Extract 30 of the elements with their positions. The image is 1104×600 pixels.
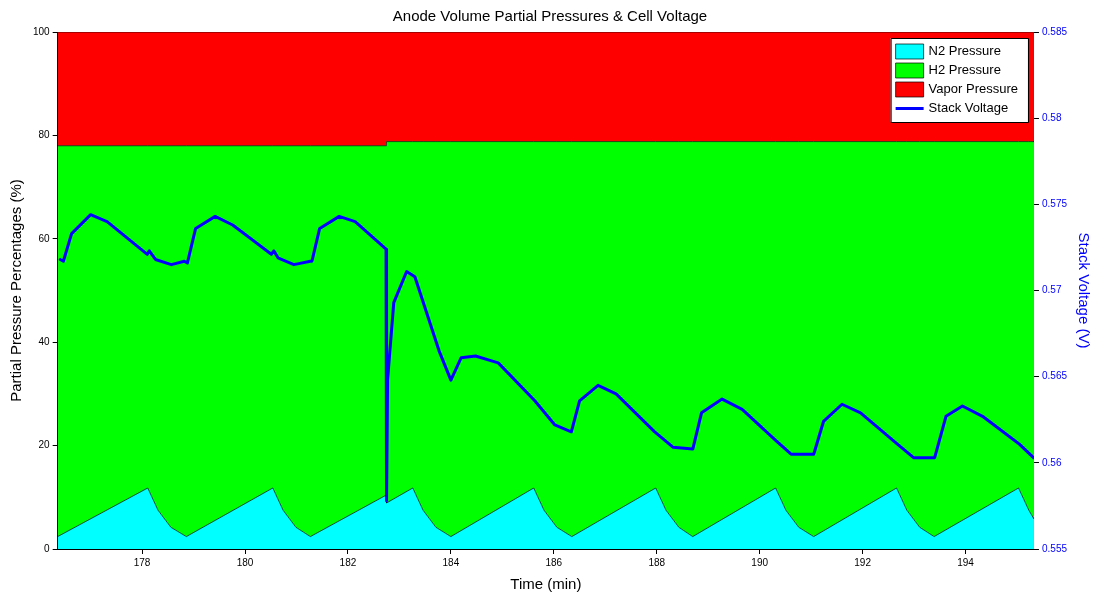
- y2-tick-label: 0.585: [1041, 25, 1068, 37]
- x-tick-label: 190: [751, 556, 769, 568]
- y-tick-label: 80: [38, 129, 51, 141]
- x-tick-label: 182: [339, 556, 357, 568]
- y-axis-title: Partial Pressure Percentages (%): [7, 179, 25, 402]
- y-tick-label: 100: [33, 25, 51, 37]
- x-tick-label: 188: [648, 556, 666, 568]
- chart-title: Anode Volume Partial Pressures & Cell Voltage: [392, 7, 708, 25]
- y-tick-label: 40: [38, 335, 51, 347]
- legend-label: Stack Voltage: [928, 100, 1009, 116]
- y-tick-label: 20: [38, 439, 51, 451]
- y2-tick-label: 0.555: [1041, 542, 1068, 554]
- x-tick-label: 180: [236, 556, 254, 568]
- series-label: Vapor Pressure: [928, 81, 1018, 97]
- legend-label: N2 Pressure: [928, 43, 1001, 59]
- legend-label: H2 Pressure: [928, 62, 1001, 78]
- y2-axis-title: Stack Voltage (V): [1075, 232, 1093, 349]
- x-axis-title: Time (min): [510, 575, 582, 593]
- y2-tick-label: 0.57: [1041, 284, 1062, 296]
- x-tick-label: 186: [545, 556, 563, 568]
- y-tick-label: 0: [44, 542, 51, 554]
- y2-tick-label: 0.565: [1041, 370, 1068, 382]
- y2-tick-label: 0.56: [1041, 456, 1062, 468]
- x-tick-label: 192: [854, 556, 872, 568]
- x-tick-label: 194: [957, 556, 975, 568]
- y-tick-label: 60: [38, 232, 51, 244]
- x-tick-label: 184: [442, 556, 460, 568]
- y2-tick-label: 0.58: [1041, 111, 1062, 123]
- x-tick-label: 178: [133, 556, 151, 568]
- y2-tick-label: 0.575: [1041, 198, 1068, 210]
